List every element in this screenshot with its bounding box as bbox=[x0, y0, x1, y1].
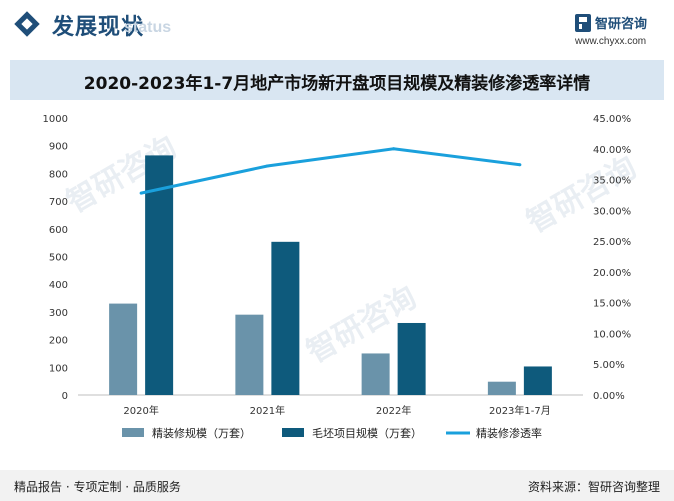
y-tick-label: 200 bbox=[49, 336, 68, 347]
diamond-icon bbox=[14, 11, 40, 37]
y-tick-label: 900 bbox=[49, 142, 68, 153]
brand-name: 智研咨询 bbox=[595, 17, 648, 32]
chart-title: 2020-2023年1-7月地产市场新开盘项目规模及精装修渗透率详情 bbox=[83, 74, 591, 94]
bar bbox=[235, 314, 264, 395]
section-title: 发展现状 bbox=[52, 15, 145, 40]
x-tick-label: 2020年 bbox=[123, 404, 158, 417]
y-tick-label: 500 bbox=[49, 253, 68, 264]
y2-tick-label: 10.00% bbox=[593, 329, 631, 340]
y-tick-label: 600 bbox=[49, 225, 68, 236]
bar bbox=[523, 366, 552, 395]
legend-swatch bbox=[282, 428, 304, 437]
legend-label: 精装修渗透率 bbox=[476, 426, 542, 440]
y2-tick-label: 25.00% bbox=[593, 237, 631, 248]
y2-tick-label: 45.00% bbox=[593, 114, 631, 125]
y-tick-label: 700 bbox=[49, 197, 68, 208]
y2-tick-label: 30.00% bbox=[593, 206, 631, 217]
footer-tagline: 精品报告 · 专项定制 · 品质服务 bbox=[14, 480, 181, 494]
brand-logo: 智研咨询 www.chyxx.com bbox=[575, 12, 663, 52]
y2-tick-label: 15.00% bbox=[593, 299, 631, 310]
y-tick-label: 400 bbox=[49, 280, 68, 291]
x-tick-label: 2023年1-7月 bbox=[489, 404, 551, 417]
x-tick-label: 2022年 bbox=[376, 404, 411, 417]
chart-title-bar: 2020-2023年1-7月地产市场新开盘项目规模及精装修渗透率详情 bbox=[10, 60, 664, 100]
legend-label: 毛坯项目规模（万套） bbox=[312, 426, 422, 440]
line-point bbox=[265, 164, 269, 168]
line-point bbox=[392, 147, 396, 151]
line-point bbox=[518, 163, 522, 167]
page-header: 发展现状 status 智研咨询 www.chyxx.com bbox=[0, 0, 674, 56]
bar bbox=[361, 353, 390, 395]
bar bbox=[271, 241, 300, 395]
y2-tick-label: 0.00% bbox=[593, 391, 625, 402]
y-tick-label: 1000 bbox=[43, 114, 68, 125]
section-subtitle: status bbox=[124, 19, 172, 36]
y-tick-label: 800 bbox=[49, 169, 68, 180]
page-footer: 精品报告 · 专项定制 · 品质服务 资料来源：智研咨询整理 bbox=[0, 470, 674, 501]
x-tick-label: 2021年 bbox=[250, 404, 285, 417]
line-point bbox=[139, 191, 143, 195]
y-tick-label: 0 bbox=[62, 391, 68, 402]
y2-tick-label: 5.00% bbox=[593, 360, 625, 371]
series-line bbox=[140, 147, 521, 195]
y-tick-label: 300 bbox=[49, 308, 68, 319]
source-note: 资料来源：智研咨询整理 bbox=[527, 480, 660, 494]
y-tick-label: 100 bbox=[49, 363, 68, 374]
legend-label: 精装修规模（万套） bbox=[152, 426, 251, 440]
combo-chart: 0 100 200 300 400 500 600 700 800 900 1000 0.00% 5.0… bbox=[43, 114, 632, 440]
brand-mark-icon bbox=[575, 14, 591, 32]
y2-tick-label: 40.00% bbox=[593, 145, 631, 156]
y2-tick-label: 20.00% bbox=[593, 268, 631, 279]
bar bbox=[397, 322, 426, 395]
legend-swatch bbox=[122, 428, 144, 437]
y2-tick-label: 35.00% bbox=[593, 176, 631, 187]
bar bbox=[109, 303, 138, 395]
bar bbox=[145, 155, 174, 395]
brand-url: www.chyxx.com bbox=[575, 36, 647, 47]
bar bbox=[487, 381, 516, 395]
